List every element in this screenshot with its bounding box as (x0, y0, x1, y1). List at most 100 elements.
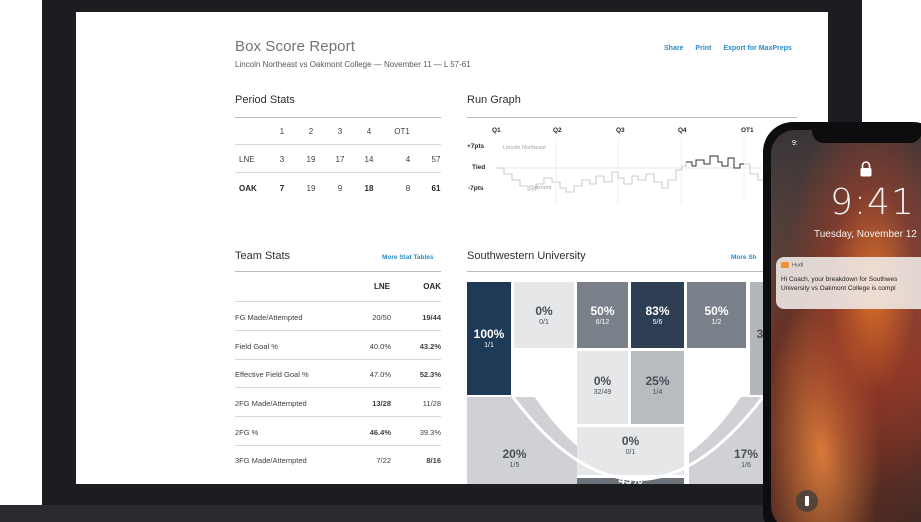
team-stat-label: 2FG Made/Attempted (235, 399, 307, 408)
zone-bottom-center[interactable]: 43% (577, 473, 684, 484)
team-stats-title: Team Stats (235, 250, 291, 262)
lock-icon (860, 161, 872, 177)
zone-fill (577, 478, 684, 484)
zone-top-paint[interactable]: 83% 5/6 (631, 304, 684, 326)
team-stat-row-divider (235, 445, 441, 446)
zone-left-elbow[interactable]: 50% 6/12 (577, 304, 628, 326)
period-row-cell: 14 (364, 155, 374, 164)
zone-pct: 3 (756, 327, 764, 341)
zone-left-short[interactable]: 0% 0/1 (514, 304, 574, 326)
zone-frac: 5/6 (652, 319, 663, 326)
team-stats-divider (235, 271, 441, 272)
share-link[interactable]: Share (664, 45, 684, 52)
team-stat-row-divider (235, 416, 441, 417)
zone-pct: 17% (733, 447, 759, 461)
run-graph-plus7: +7pts (467, 143, 485, 150)
team-stat-row-divider (235, 359, 441, 360)
notification-body: Hi Coach, your breakdown for Southwes Un… (781, 275, 921, 293)
flashlight-icon (805, 496, 809, 506)
zone-fill (467, 282, 511, 395)
hudl-app-icon (781, 262, 789, 268)
zone-pct: 0% (535, 304, 553, 318)
zone-frac: 1/2 (711, 319, 722, 326)
period-row-cell: 3 (279, 155, 285, 164)
notification-line: Hi Coach, your breakdown for Southwes (781, 276, 898, 283)
run-graph-divider (467, 117, 797, 118)
zone-center-paint[interactable]: 0% 0/1 (577, 434, 684, 456)
team-stat-label: Field Goal % (235, 342, 278, 351)
zone-pct: 83% (645, 304, 670, 318)
period-row-total: 61 (431, 184, 441, 193)
zone-frac: 32/49 (593, 389, 612, 396)
team-stats-col-lne: LNE (374, 282, 390, 291)
period-row-team: LNE (239, 155, 255, 164)
run-graph-q3: Q3 (616, 127, 625, 134)
period-col-1: 1 (279, 127, 285, 136)
phone-lock-screen (771, 130, 921, 522)
push-notification[interactable]: Hudl Hi Coach, your breakdown for Southw… (776, 257, 921, 309)
team-stat-oak: 43.2% (419, 342, 441, 351)
zone-left-wing[interactable]: 20% 1/5 (467, 447, 562, 469)
flashlight-button[interactable] (796, 490, 818, 512)
page-title: Box Score Report (235, 38, 355, 55)
shot-chart-title: Southwestern University (467, 250, 586, 262)
team-stat-row-divider (235, 330, 441, 331)
team-stat-label: 3FG Made/Attempted (235, 456, 307, 465)
zone-pct: 43% (618, 473, 643, 484)
zone-pct: 50% (704, 304, 729, 318)
team-stat-lne: 40.0% (369, 342, 391, 351)
zone-right-elbow[interactable]: 50% 1/2 (687, 304, 746, 326)
export-maxpreps-link[interactable]: Export for MaxPreps (723, 45, 792, 52)
shot-chart-divider (467, 271, 797, 272)
zone-frac: 0/1 (539, 319, 549, 326)
period-header-divider (235, 144, 441, 145)
period-row-cell: 18 (364, 184, 374, 193)
run-graph-tied: Tied (472, 164, 486, 171)
print-link[interactable]: Print (695, 45, 712, 52)
zone-right-mid-paint[interactable]: 25% 1/4 (631, 374, 684, 396)
period-col-3: 3 (337, 127, 343, 136)
zone-left-mid-paint[interactable]: 0% 32/49 (577, 374, 628, 396)
zone-frac: 1/6 (741, 462, 751, 469)
team-stats-header-divider (235, 301, 441, 302)
zone-right-wing[interactable]: 17% 1/6 (711, 447, 781, 469)
phone-status-time: 9: (792, 140, 798, 147)
team-stat-lne: 13/28 (372, 399, 391, 408)
period-row-cell: 17 (335, 155, 345, 164)
more-stat-tables-link[interactable]: More Stat Tables (382, 254, 434, 261)
zone-pct: 0% (593, 374, 612, 388)
team-stat-label: FG Made/Attempted (235, 313, 303, 322)
run-graph-plot (496, 138, 796, 204)
run-graph-q2: Q2 (553, 127, 562, 134)
team-stat-oak: 19/44 (422, 313, 441, 322)
lock-screen-time: 9:41 (830, 182, 915, 223)
zone-fill (577, 427, 684, 475)
period-col-4: 4 (366, 127, 372, 136)
team-stat-label: 2FG % (235, 428, 259, 437)
zone-right-edge[interactable]: 3 (750, 327, 770, 341)
period-row-total: 57 (431, 155, 441, 164)
zone-frac: 1/4 (652, 389, 663, 396)
period-row-cell: 19 (306, 184, 316, 193)
team-stat-lne: 47.0% (369, 370, 391, 379)
laptop-screen: Box Score Report Lincoln Northeast vs Oa… (76, 12, 828, 484)
zone-left-corner[interactable]: 100% 1/1 (467, 327, 511, 349)
run-graph-title: Run Graph (467, 94, 521, 106)
zone-pct: 100% (473, 327, 505, 341)
zone-pct: 0% (621, 434, 640, 448)
header-actions: Share Print Export for MaxPreps (664, 45, 802, 52)
zone-frac: 6/12 (595, 319, 610, 326)
period-stats-divider (235, 117, 441, 118)
team-stat-row-divider (235, 387, 441, 388)
period-row-cell: 9 (337, 184, 343, 193)
more-shot-charts-link[interactable]: More Sh (731, 254, 757, 261)
zone-fill (631, 282, 684, 348)
run-graph-q4: Q4 (678, 127, 687, 134)
period-row-cell: 8 (405, 184, 411, 193)
phone-notch (812, 127, 921, 143)
zone-fill (687, 282, 746, 348)
team-stat-lne: 46.4% (369, 428, 391, 437)
zone-fill (514, 282, 574, 348)
run-graph-ot1: OT1 (741, 127, 754, 134)
